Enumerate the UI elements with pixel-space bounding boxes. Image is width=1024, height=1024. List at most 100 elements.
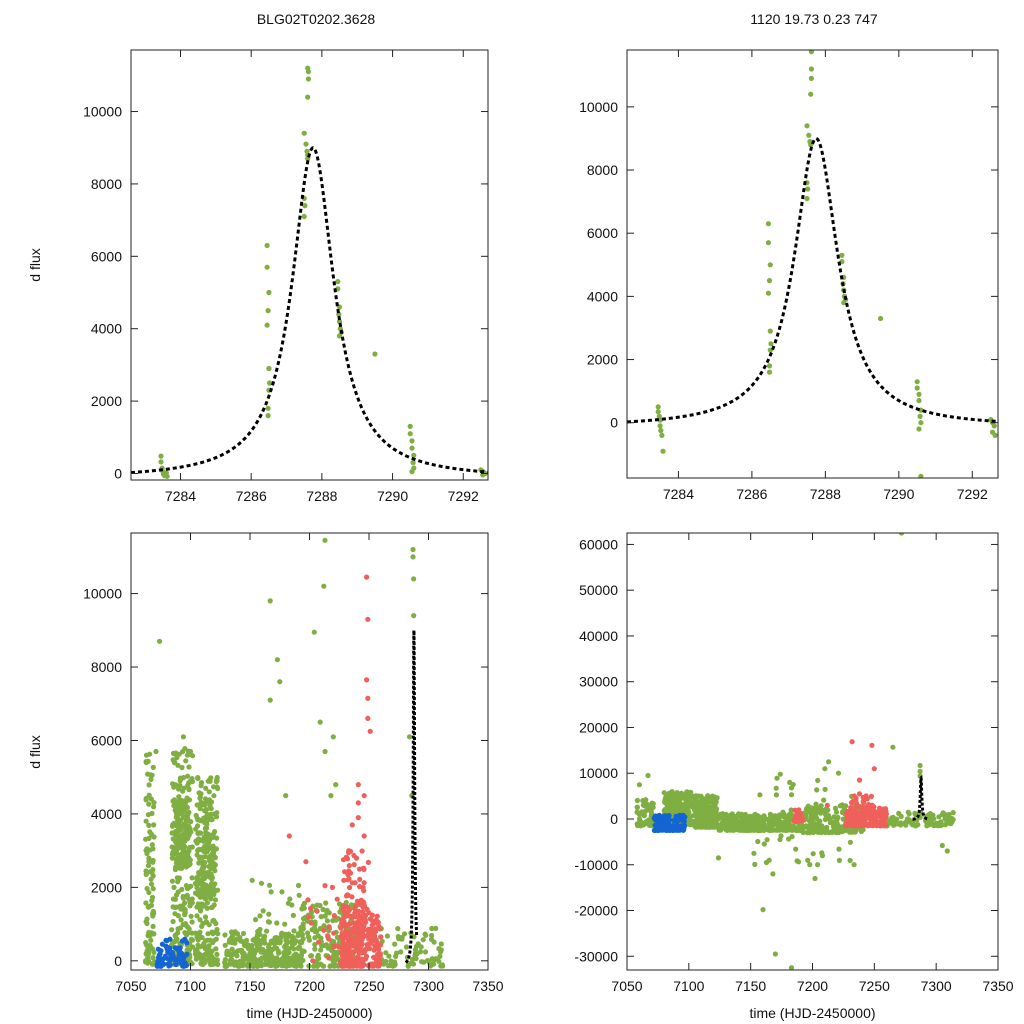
data-point	[818, 827, 825, 834]
data-point-green	[333, 782, 339, 788]
data-point-green	[808, 91, 814, 97]
data-point-green	[267, 380, 273, 386]
data-point	[196, 870, 202, 876]
data-point	[187, 857, 193, 863]
data-point	[651, 815, 658, 821]
data-point-green	[939, 842, 945, 849]
data-point	[170, 918, 176, 925]
x-tick-label: 7284	[663, 486, 694, 502]
data-point	[170, 904, 176, 910]
data-point	[289, 902, 295, 908]
data-point	[190, 944, 196, 950]
data-point	[151, 949, 157, 956]
data-point	[257, 926, 263, 933]
data-point	[319, 943, 325, 949]
data-point	[297, 958, 304, 964]
data-point	[149, 961, 156, 967]
data-point-red	[365, 715, 371, 722]
x-tick-label: 7100	[175, 978, 206, 994]
data-point	[800, 829, 806, 836]
data-point	[186, 780, 192, 786]
data-point	[740, 814, 746, 820]
data-point	[345, 960, 351, 966]
data-point	[891, 821, 897, 827]
data-point	[148, 902, 155, 909]
data-point	[203, 785, 209, 791]
data-point	[170, 896, 176, 902]
data-point	[665, 826, 671, 833]
data-point	[808, 812, 814, 818]
data-point-green	[804, 123, 810, 129]
data-point	[912, 823, 918, 829]
data-point	[705, 793, 711, 799]
data-point	[431, 939, 437, 945]
data-point	[167, 936, 173, 942]
data-point	[173, 866, 179, 872]
data-point	[343, 928, 349, 934]
data-point	[282, 921, 288, 927]
data-point	[312, 919, 318, 925]
data-point	[735, 827, 741, 833]
data-point	[300, 921, 306, 927]
data-point	[182, 862, 188, 868]
data-point	[422, 949, 429, 955]
data-point	[149, 810, 155, 817]
data-point	[211, 938, 217, 944]
data-point	[755, 823, 762, 829]
data-point	[180, 788, 186, 794]
data-point-green	[264, 322, 270, 328]
data-point-green	[267, 598, 273, 604]
data-point-green	[266, 365, 272, 372]
y-tick-label: 4000	[587, 288, 618, 304]
data-point	[822, 786, 828, 793]
data-point	[143, 797, 149, 803]
data-point	[438, 941, 444, 947]
data-point	[146, 801, 152, 807]
data-point	[412, 953, 418, 959]
data-point	[333, 963, 339, 969]
data-point	[349, 880, 355, 886]
data-point	[197, 806, 203, 812]
data-point	[167, 957, 173, 963]
data-point	[896, 810, 902, 817]
data-point	[147, 829, 153, 835]
data-point	[209, 858, 215, 865]
data-point	[174, 946, 180, 952]
data-point	[274, 920, 280, 926]
data-point	[650, 804, 656, 811]
data-point	[373, 937, 379, 943]
data-point	[343, 854, 349, 860]
data-point	[169, 878, 175, 884]
data-point	[778, 833, 784, 839]
data-point	[178, 906, 184, 912]
data-point-green	[770, 871, 776, 877]
data-point	[751, 850, 757, 856]
data-point	[148, 876, 154, 882]
data-point	[186, 947, 192, 954]
data-point	[258, 880, 265, 886]
data-point-green	[187, 748, 194, 755]
data-point-green	[409, 445, 415, 451]
data-point	[145, 771, 151, 777]
data-point	[195, 816, 201, 823]
data-point	[905, 816, 911, 822]
data-point	[859, 804, 865, 810]
data-point	[231, 950, 237, 956]
x-tick-label: 7050	[611, 978, 642, 994]
data-point	[296, 892, 302, 898]
data-point-green	[305, 94, 311, 100]
data-point	[366, 910, 372, 916]
y-tick-label: 2000	[91, 879, 122, 895]
data-point	[767, 816, 774, 823]
data-point	[656, 812, 663, 819]
data-point	[931, 823, 937, 829]
data-point	[144, 948, 150, 954]
data-point	[946, 820, 952, 826]
data-point	[214, 951, 220, 958]
data-point	[861, 800, 867, 806]
data-point	[183, 758, 189, 764]
data-point-green	[330, 734, 336, 740]
data-point-green	[916, 426, 922, 432]
data-point	[419, 959, 425, 965]
data-point	[322, 913, 328, 919]
